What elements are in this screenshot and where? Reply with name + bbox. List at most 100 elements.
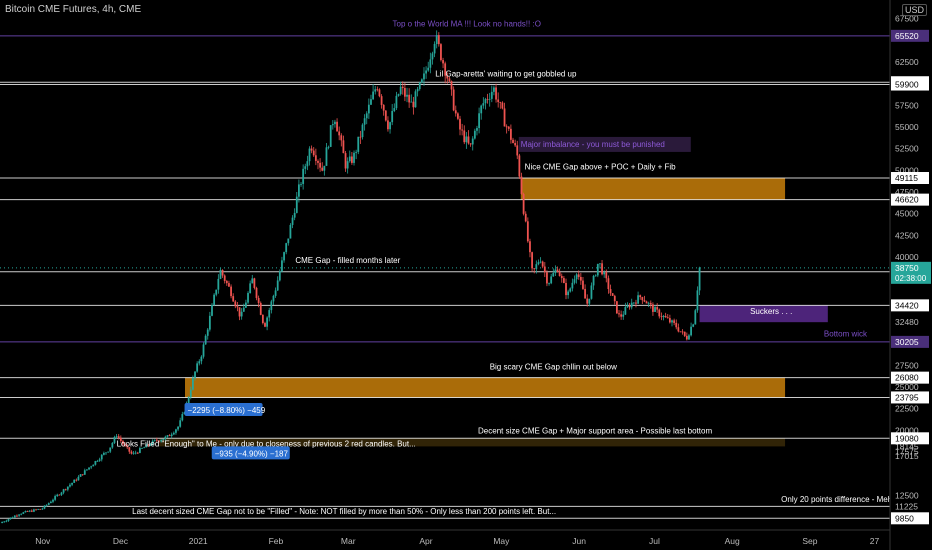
candle-body: [245, 302, 247, 308]
candle-body: [374, 89, 377, 92]
candle-body: [259, 302, 262, 315]
price-tick-label: 18145: [895, 441, 919, 451]
candle-body: [13, 515, 16, 518]
gap-zone: [699, 305, 828, 323]
candle-body: [94, 461, 97, 465]
time-tick-label: 27: [870, 536, 880, 546]
candle-body: [71, 482, 73, 485]
countdown-label: 02:38:00: [895, 274, 927, 283]
candle-body: [192, 377, 194, 390]
candle-body: [73, 479, 76, 483]
candle-body: [418, 82, 421, 90]
candle-body: [543, 266, 546, 273]
candle-body: [643, 300, 646, 302]
candle-body: [656, 307, 659, 310]
candle-body: [164, 436, 167, 440]
candle-body: [66, 486, 69, 490]
annotation-label: CME Gap - filled months later: [295, 256, 400, 265]
candle-body: [255, 287, 258, 298]
candle-body: [382, 104, 385, 111]
candle-body: [618, 313, 620, 315]
candle-body: [552, 272, 555, 277]
candle-body: [100, 454, 103, 460]
level-tag-label: 30205: [895, 337, 919, 347]
time-tick-label: Feb: [269, 536, 284, 546]
candle-body: [247, 293, 249, 303]
candle-body: [363, 118, 366, 125]
candle-body: [497, 99, 500, 103]
annotation-label: Only 20 points difference - Meh: [781, 495, 892, 504]
candle-body: [675, 322, 678, 328]
candle-body: [348, 156, 351, 162]
candle-body: [58, 494, 61, 496]
candle-body: [278, 271, 281, 281]
candle-body: [546, 272, 548, 284]
candle-body: [200, 356, 203, 362]
annotation-box: [518, 136, 691, 152]
measure-label: −935 (−4.90%) −187: [215, 449, 289, 458]
candle-body: [435, 35, 438, 44]
candle-body: [319, 162, 322, 168]
candle-body: [143, 447, 146, 449]
candle-body: [149, 444, 152, 446]
candle-body: [346, 161, 349, 169]
candle-body: [605, 272, 608, 279]
candle-body: [344, 153, 347, 169]
candle-body: [115, 436, 118, 438]
candle-body: [147, 444, 150, 446]
candle-body: [558, 271, 561, 276]
level-tag-label: 19080: [895, 433, 919, 443]
candle-body: [639, 295, 642, 298]
candle-body: [637, 295, 639, 304]
candle-body: [412, 101, 415, 108]
candle-body: [79, 474, 82, 477]
candle-body: [681, 331, 684, 333]
candle-body: [520, 176, 523, 194]
candle-body: [166, 435, 169, 437]
level-tag-label: 65520: [895, 31, 919, 41]
candle-body: [43, 505, 46, 509]
currency-badge[interactable]: USD: [901, 4, 927, 16]
candle-body: [471, 138, 474, 145]
candle-body: [512, 139, 514, 144]
price-tick-label: 17575: [895, 446, 919, 456]
candle-body: [635, 302, 637, 304]
candle-body: [478, 113, 480, 129]
candle-body: [240, 311, 243, 317]
candle-body: [482, 103, 485, 106]
candle-body: [75, 479, 78, 481]
candle-body: [473, 130, 476, 139]
candle-body: [664, 315, 667, 318]
candle-body: [139, 448, 141, 453]
candle-body: [251, 278, 254, 284]
candle-body: [329, 125, 332, 147]
price-tick-label: 11225: [895, 501, 918, 511]
candle-body: [306, 161, 309, 167]
candle-body: [1, 522, 4, 524]
candle-body: [592, 275, 595, 286]
candle-body: [403, 87, 406, 97]
candle-body: [463, 130, 466, 143]
candle-body: [613, 295, 616, 302]
candle-body: [153, 439, 156, 441]
candle-body: [378, 89, 381, 97]
candle-body: [81, 474, 84, 476]
price-tick-label: 67500: [895, 14, 919, 24]
candle-body: [535, 264, 538, 269]
candle-body: [64, 489, 67, 491]
candle-body: [351, 156, 353, 163]
candle-body: [367, 104, 370, 114]
current-price-label: 38750: [895, 263, 919, 273]
candle-body: [454, 110, 457, 114]
candle-body: [9, 517, 12, 520]
candle-body: [223, 275, 226, 281]
candle-body: [117, 436, 120, 438]
candle-body: [372, 91, 375, 100]
candle-body: [270, 301, 273, 311]
candle-body: [323, 165, 326, 171]
candle-body: [24, 511, 27, 513]
price-tick-label: 12500: [895, 490, 919, 500]
candle-body: [668, 318, 671, 323]
measure-box: [184, 403, 263, 416]
